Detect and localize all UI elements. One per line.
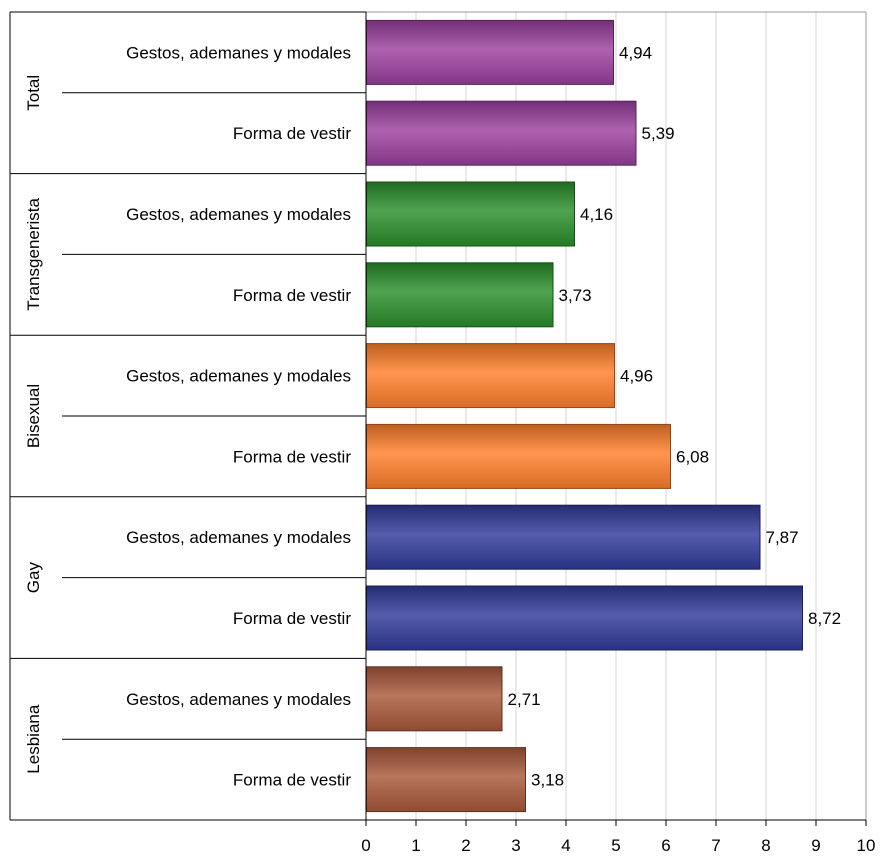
axes [9, 11, 867, 826]
x-tick-label: 9 [811, 836, 820, 855]
group-label: Bisexual [24, 384, 43, 448]
x-tick-label: 7 [711, 836, 720, 855]
bar-category-label: Forma de vestir [233, 447, 351, 466]
x-tick-label: 6 [661, 836, 670, 855]
bar-value-label: 2,71 [508, 690, 541, 709]
bar-category-label: Gestos, ademanes y modales [126, 367, 351, 386]
bar-category-label: Forma de vestir [233, 609, 351, 628]
bar [366, 504, 761, 570]
bar-category-label: Forma de vestir [233, 124, 351, 143]
bar-value-label: 4,94 [619, 43, 652, 62]
bars [366, 19, 803, 813]
x-tick-label: 4 [561, 836, 570, 855]
bar-value-label: 5,39 [642, 124, 675, 143]
labels: 0 1 2 3 4 5 6 7 8 9 10 4,94 Gestos, ademanes y modal… [24, 43, 875, 855]
bar [366, 19, 614, 85]
bar-category-label: Gestos, ademanes y modales [126, 43, 351, 62]
bar [366, 585, 803, 651]
group-label: Gay [24, 562, 43, 594]
bar-value-label: 4,96 [620, 367, 653, 386]
bar-value-label: 3,18 [531, 771, 564, 790]
group-label: Transgenerista [24, 197, 43, 310]
x-tick-label: 5 [611, 836, 620, 855]
bar [366, 262, 554, 328]
bar-category-label: Forma de vestir [233, 286, 351, 305]
bar-value-label: 8,72 [808, 609, 841, 628]
x-tick-label: 0 [361, 836, 370, 855]
bar-category-label: Forma de vestir [233, 771, 351, 790]
bar-category-label: Gestos, ademanes y modales [126, 528, 351, 547]
bar [366, 423, 671, 489]
bar-category-label: Gestos, ademanes y modales [126, 205, 351, 224]
bar [366, 181, 575, 247]
bar [366, 747, 526, 813]
bar-category-label: Gestos, ademanes y modales [126, 690, 351, 709]
bar-value-label: 6,08 [676, 447, 709, 466]
bar [366, 666, 503, 732]
group-label: Total [24, 75, 43, 111]
x-tick-label: 2 [461, 836, 470, 855]
bar-value-label: 3,73 [559, 286, 592, 305]
bar-value-label: 4,16 [580, 205, 613, 224]
bar [366, 100, 637, 166]
bar [366, 343, 615, 409]
x-tick-label: 3 [511, 836, 520, 855]
group-label: Lesbiana [24, 704, 43, 774]
x-tick-label: 8 [761, 836, 770, 855]
x-tick-label: 10 [857, 836, 876, 855]
x-tick-label: 1 [411, 836, 420, 855]
bar-value-label: 7,87 [766, 528, 799, 547]
